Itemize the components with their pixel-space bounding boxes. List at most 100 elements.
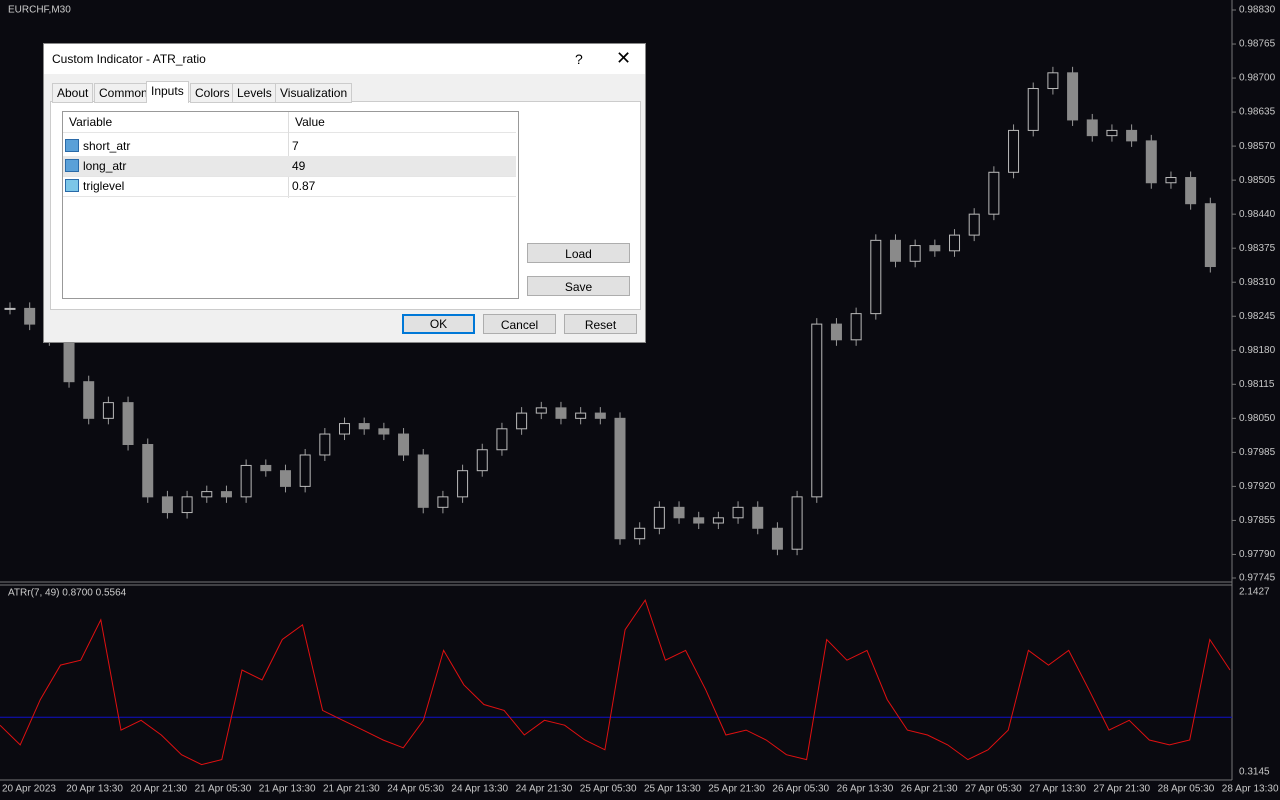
y-tick-label: 0.97985 xyxy=(1239,447,1276,458)
x-tick-label: 27 Apr 13:30 xyxy=(1029,784,1086,795)
x-tick-label: 20 Apr 2023 xyxy=(2,784,56,795)
int-icon xyxy=(65,159,79,172)
input-value[interactable]: 7 xyxy=(292,139,299,153)
title-bar: Custom Indicator - ATR_ratio ? ✕ xyxy=(44,44,645,74)
candle-body xyxy=(929,245,941,252)
candle-body xyxy=(1027,88,1039,131)
double-icon xyxy=(65,179,79,192)
grid-header: Variable Value xyxy=(63,112,516,133)
candle-body xyxy=(240,464,252,498)
candle-body xyxy=(4,307,16,310)
x-tick-label: 27 Apr 21:30 xyxy=(1093,784,1150,795)
input-name: triglevel xyxy=(83,179,125,193)
candle-body xyxy=(201,491,213,498)
candle-body xyxy=(161,496,173,514)
candle-body xyxy=(378,428,390,435)
column-separator xyxy=(288,112,289,198)
candle-body xyxy=(24,307,36,325)
candle-body xyxy=(122,402,134,446)
candle-body xyxy=(850,313,862,341)
candle-body xyxy=(358,423,370,430)
candle-body xyxy=(496,428,508,451)
input-row[interactable]: triglevel 0.87 xyxy=(63,176,516,197)
y-tick-label: 0.98570 xyxy=(1239,141,1276,152)
candle-body xyxy=(1086,119,1098,137)
y-tick-label: 0.98440 xyxy=(1239,209,1276,220)
indicator-label: ATRr(7, 49) 0.8700 0.5564 xyxy=(8,588,127,599)
y-tick-label: 0.98375 xyxy=(1239,243,1276,254)
y-tick-label: 0.98830 xyxy=(1239,5,1276,16)
tab[interactable]: Visualization xyxy=(275,83,353,103)
tab-selected[interactable]: Inputs xyxy=(146,81,189,103)
x-tick-label: 25 Apr 05:30 xyxy=(580,784,637,795)
tab[interactable]: Colors xyxy=(190,83,235,103)
y-tick-label: 0.98635 xyxy=(1239,107,1276,118)
y-tick-label: 0.98180 xyxy=(1239,345,1276,356)
candle-body xyxy=(693,517,705,524)
x-tick-label: 27 Apr 05:30 xyxy=(965,784,1022,795)
input-value[interactable]: 49 xyxy=(292,159,306,173)
candle-body xyxy=(1145,140,1157,184)
candle-body xyxy=(870,239,882,315)
x-tick-label: 25 Apr 21:30 xyxy=(708,784,765,795)
y-tick-label: 0.98050 xyxy=(1239,413,1276,424)
dialog: Custom Indicator - ATR_ratio ? ✕ Variabl… xyxy=(43,43,646,343)
x-tick-label: 24 Apr 21:30 xyxy=(516,784,573,795)
candle-body xyxy=(279,470,291,487)
x-tick-label: 26 Apr 21:30 xyxy=(901,784,958,795)
candle-body xyxy=(457,470,469,498)
ok-button[interactable]: OK xyxy=(402,314,475,334)
candle-body xyxy=(771,527,783,550)
candle-body xyxy=(732,506,744,519)
tab[interactable]: Levels xyxy=(232,83,277,103)
candle-body xyxy=(102,402,114,419)
save-button[interactable]: Save xyxy=(527,276,630,296)
cancel-button[interactable]: Cancel xyxy=(483,314,556,334)
input-name: long_atr xyxy=(83,159,127,173)
candle-body xyxy=(299,454,311,487)
candle-body xyxy=(535,407,547,414)
x-tick-label: 21 Apr 05:30 xyxy=(195,784,252,795)
candle-body xyxy=(516,412,528,430)
candle-body xyxy=(889,239,901,262)
y-tick-label: 0.98765 xyxy=(1239,39,1276,50)
input-row[interactable]: long_atr 49 xyxy=(63,156,516,177)
candle-body xyxy=(791,496,803,550)
y-tick-label: 0.98245 xyxy=(1239,311,1276,322)
tab[interactable]: Common xyxy=(94,83,153,103)
x-tick-label: 26 Apr 13:30 xyxy=(837,784,894,795)
x-tick-label: 26 Apr 05:30 xyxy=(772,784,829,795)
candle-body xyxy=(614,417,626,540)
help-button[interactable]: ? xyxy=(575,51,583,67)
tab[interactable]: About xyxy=(52,83,94,103)
close-button[interactable]: ✕ xyxy=(616,48,632,68)
y-tick-label: 0.98700 xyxy=(1239,73,1276,84)
candle-body xyxy=(1185,177,1197,205)
candle-body xyxy=(220,491,232,498)
y-tick-label: 0.98505 xyxy=(1239,175,1276,186)
column-header: Value xyxy=(295,115,325,129)
candle-body xyxy=(634,527,646,540)
candle-body xyxy=(1047,72,1059,90)
input-row[interactable]: short_atr 7 xyxy=(63,136,516,157)
candle-body xyxy=(260,464,272,472)
candle-body xyxy=(1008,129,1020,173)
candle-body xyxy=(417,454,429,508)
y-tick-label: 0.98310 xyxy=(1239,277,1276,288)
tab-panel: Variable Value short_atr 7 long_atr 49 t… xyxy=(50,101,641,310)
y-tick-label: 0.97790 xyxy=(1239,549,1276,560)
input-value[interactable]: 0.87 xyxy=(292,179,316,193)
atr-line xyxy=(0,598,1231,766)
candle-body xyxy=(712,517,724,524)
x-tick-label: 28 Apr 13:30 xyxy=(1222,784,1279,795)
reset-button[interactable]: Reset xyxy=(564,314,637,334)
candle-body xyxy=(988,171,1000,215)
candle-body xyxy=(181,496,193,514)
x-tick-label: 24 Apr 05:30 xyxy=(387,784,444,795)
load-button[interactable]: Load xyxy=(527,243,630,263)
candle-body xyxy=(594,412,606,419)
candle-body xyxy=(575,412,587,419)
candle-body xyxy=(811,323,823,498)
candle-body xyxy=(673,506,685,519)
